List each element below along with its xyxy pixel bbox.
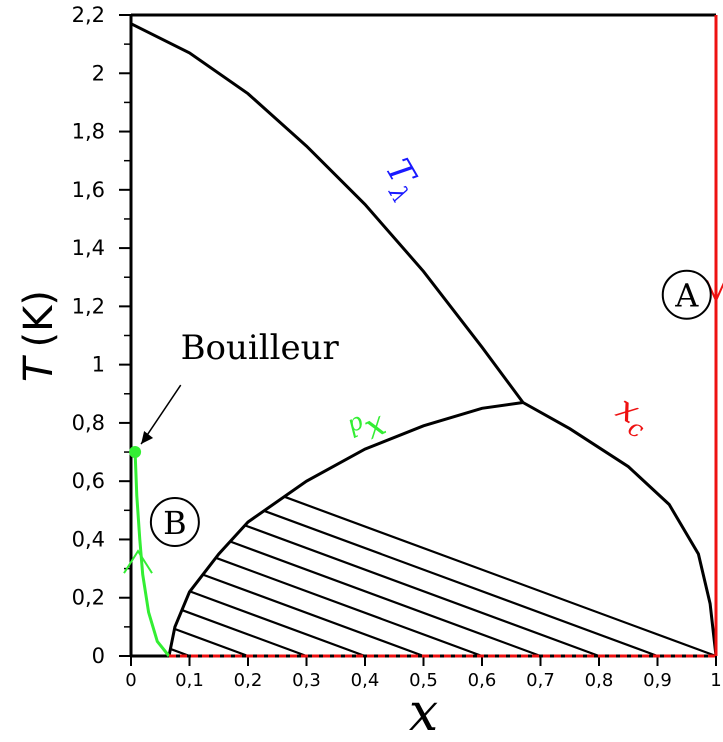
x-tick-label: 0,9 bbox=[643, 670, 672, 691]
x-c-label: xc bbox=[607, 388, 658, 444]
y-tick-label: 0,8 bbox=[72, 411, 105, 435]
x-d-label: xd bbox=[343, 402, 394, 458]
circle-b-ring bbox=[149, 496, 200, 547]
tie-line bbox=[229, 540, 541, 658]
tie-line bbox=[181, 609, 307, 658]
tie-line bbox=[215, 556, 483, 658]
x-tick-label: 0,3 bbox=[292, 670, 321, 691]
t-lambda-label: Tλ bbox=[372, 152, 431, 208]
series-line-t bbox=[130, 22, 525, 404]
bouilleur-arrow-head bbox=[141, 431, 154, 445]
y-axis-unit: (K) bbox=[16, 290, 62, 347]
series-line-xd bbox=[167, 401, 524, 657]
x-tick-label: 0,8 bbox=[585, 670, 614, 691]
x-axis-label: x bbox=[409, 683, 438, 742]
y-tick-label: 0 bbox=[92, 644, 105, 668]
y-tick-label: 0,4 bbox=[72, 527, 105, 551]
x-tick-label: 0 bbox=[125, 670, 136, 691]
y-tick-label: 1,6 bbox=[72, 178, 105, 202]
tie-line bbox=[189, 590, 366, 658]
y-tick-label: 2 bbox=[92, 61, 105, 85]
tie-line bbox=[202, 573, 424, 658]
circle-a-label: A bbox=[674, 277, 699, 315]
y-tick-label: 1,2 bbox=[72, 294, 105, 318]
y-tick-label: 1,4 bbox=[72, 236, 105, 260]
x-tick-label: 0,5 bbox=[409, 670, 438, 691]
circle-a-ring bbox=[661, 269, 712, 320]
x-c-group: xc bbox=[607, 388, 658, 444]
y-tick-label: 1,8 bbox=[72, 120, 105, 144]
y-axis-symbol: T bbox=[16, 354, 62, 382]
y-tick-label: 0,6 bbox=[72, 469, 105, 493]
series-line-b bbox=[133, 451, 171, 657]
x-tick-label: 0,6 bbox=[468, 670, 497, 691]
bouilleur-label: Bouilleur bbox=[181, 328, 340, 368]
y-axis-label: T (K) bbox=[16, 290, 62, 382]
path-b-arrow bbox=[123, 549, 153, 574]
series-line-xc bbox=[522, 401, 718, 657]
tie-line bbox=[244, 524, 600, 658]
circle-b-label: B bbox=[163, 504, 187, 542]
tie-line bbox=[263, 509, 658, 658]
x-tick-label: 0,7 bbox=[526, 670, 555, 691]
x-tick-label: 0,4 bbox=[351, 670, 380, 691]
bouilleur-point bbox=[129, 446, 142, 459]
x-tick-label: 0,2 bbox=[234, 670, 263, 691]
y-tick-label: 0,2 bbox=[72, 586, 105, 610]
x-tick-label: 0,1 bbox=[175, 670, 204, 691]
y-tick-label: 1 bbox=[92, 353, 105, 377]
tie-line bbox=[283, 495, 717, 658]
y-tick-label: 2,2 bbox=[72, 3, 105, 27]
x-tick-label: 1 bbox=[710, 670, 721, 691]
x-d-group: xd bbox=[343, 402, 394, 458]
tie-line bbox=[174, 627, 249, 658]
t-lambda-group: Tλ bbox=[372, 152, 431, 208]
